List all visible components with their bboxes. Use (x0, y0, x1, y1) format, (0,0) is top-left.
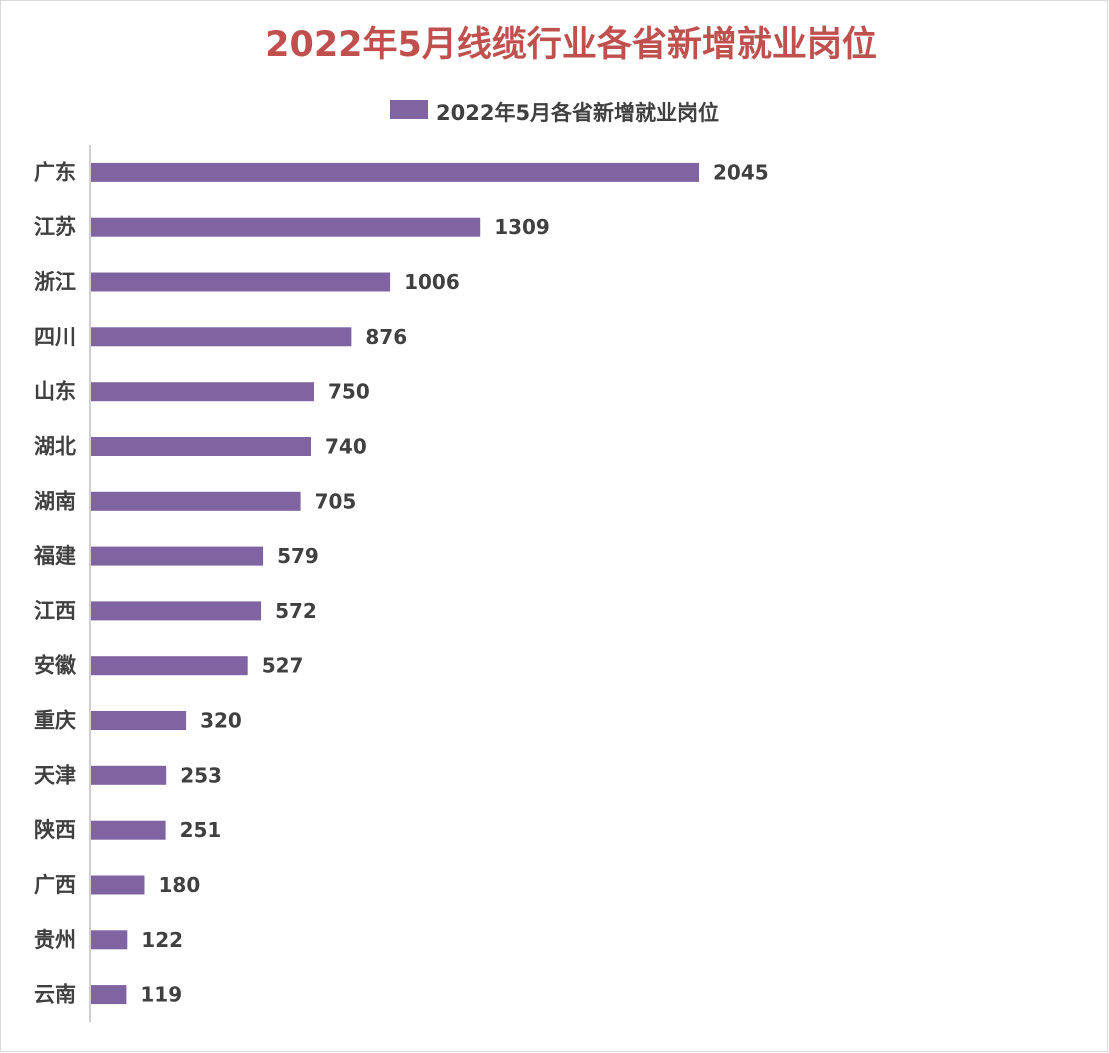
bar-0 (91, 162, 699, 182)
bar-6 (91, 491, 301, 511)
bar-15 (91, 985, 127, 1005)
category-label: 广东 (34, 160, 76, 184)
category-label: 四川 (34, 325, 76, 349)
value-label: 119 (140, 983, 182, 1007)
category-label: 贵州 (34, 928, 76, 952)
legend-label: 2022年5月各省新增就业岗位 (436, 101, 719, 125)
bar-5 (91, 437, 311, 456)
legend-swatch (390, 100, 428, 119)
chart-title: 2022年5月线缆行业各省新增就业岗位 (265, 24, 877, 65)
value-label: 122 (141, 928, 183, 952)
value-label: 2045 (713, 160, 769, 184)
category-label: 山东 (34, 380, 76, 404)
value-label: 251 (180, 818, 222, 842)
value-label: 579 (277, 544, 319, 568)
category-label: 广西 (34, 873, 76, 897)
category-label: 陕西 (34, 818, 76, 842)
value-label: 750 (328, 380, 370, 404)
category-label: 福建 (33, 544, 76, 568)
category-label: 云南 (34, 983, 76, 1007)
category-label: 浙江 (34, 270, 76, 294)
value-label: 740 (325, 435, 367, 459)
bar-4 (91, 382, 314, 402)
bar-12 (91, 820, 166, 840)
bar-11 (91, 765, 167, 785)
category-label: 湖南 (34, 489, 76, 513)
category-label: 江苏 (34, 215, 76, 239)
category-label: 安徽 (34, 654, 77, 678)
value-label: 1309 (494, 215, 550, 239)
bar-10 (91, 711, 187, 730)
value-label: 253 (180, 763, 222, 787)
value-label: 705 (315, 489, 357, 513)
value-label: 572 (275, 599, 317, 623)
value-label: 527 (262, 654, 304, 678)
bar-14 (91, 930, 128, 950)
bar-3 (91, 327, 352, 347)
value-label: 1006 (404, 270, 460, 294)
value-labels-group: 2045 1309 1006 876 750 740 705 579 572 527 320 253 2… (140, 160, 768, 1006)
legend: 2022年5月各省新增就业岗位 (390, 100, 719, 125)
value-label: 320 (200, 709, 242, 733)
bar-13 (91, 875, 145, 895)
category-label: 湖北 (34, 435, 76, 459)
bar-2 (91, 272, 391, 292)
bar-8 (91, 601, 262, 621)
bar-1 (91, 217, 481, 237)
category-label: 重庆 (34, 709, 76, 733)
bar-9 (91, 656, 248, 676)
value-label: 876 (365, 325, 407, 349)
bar-7 (91, 546, 264, 566)
category-label: 江西 (34, 599, 76, 623)
category-label: 天津 (34, 763, 76, 787)
bars-group (91, 162, 699, 1005)
value-label: 180 (159, 873, 201, 897)
